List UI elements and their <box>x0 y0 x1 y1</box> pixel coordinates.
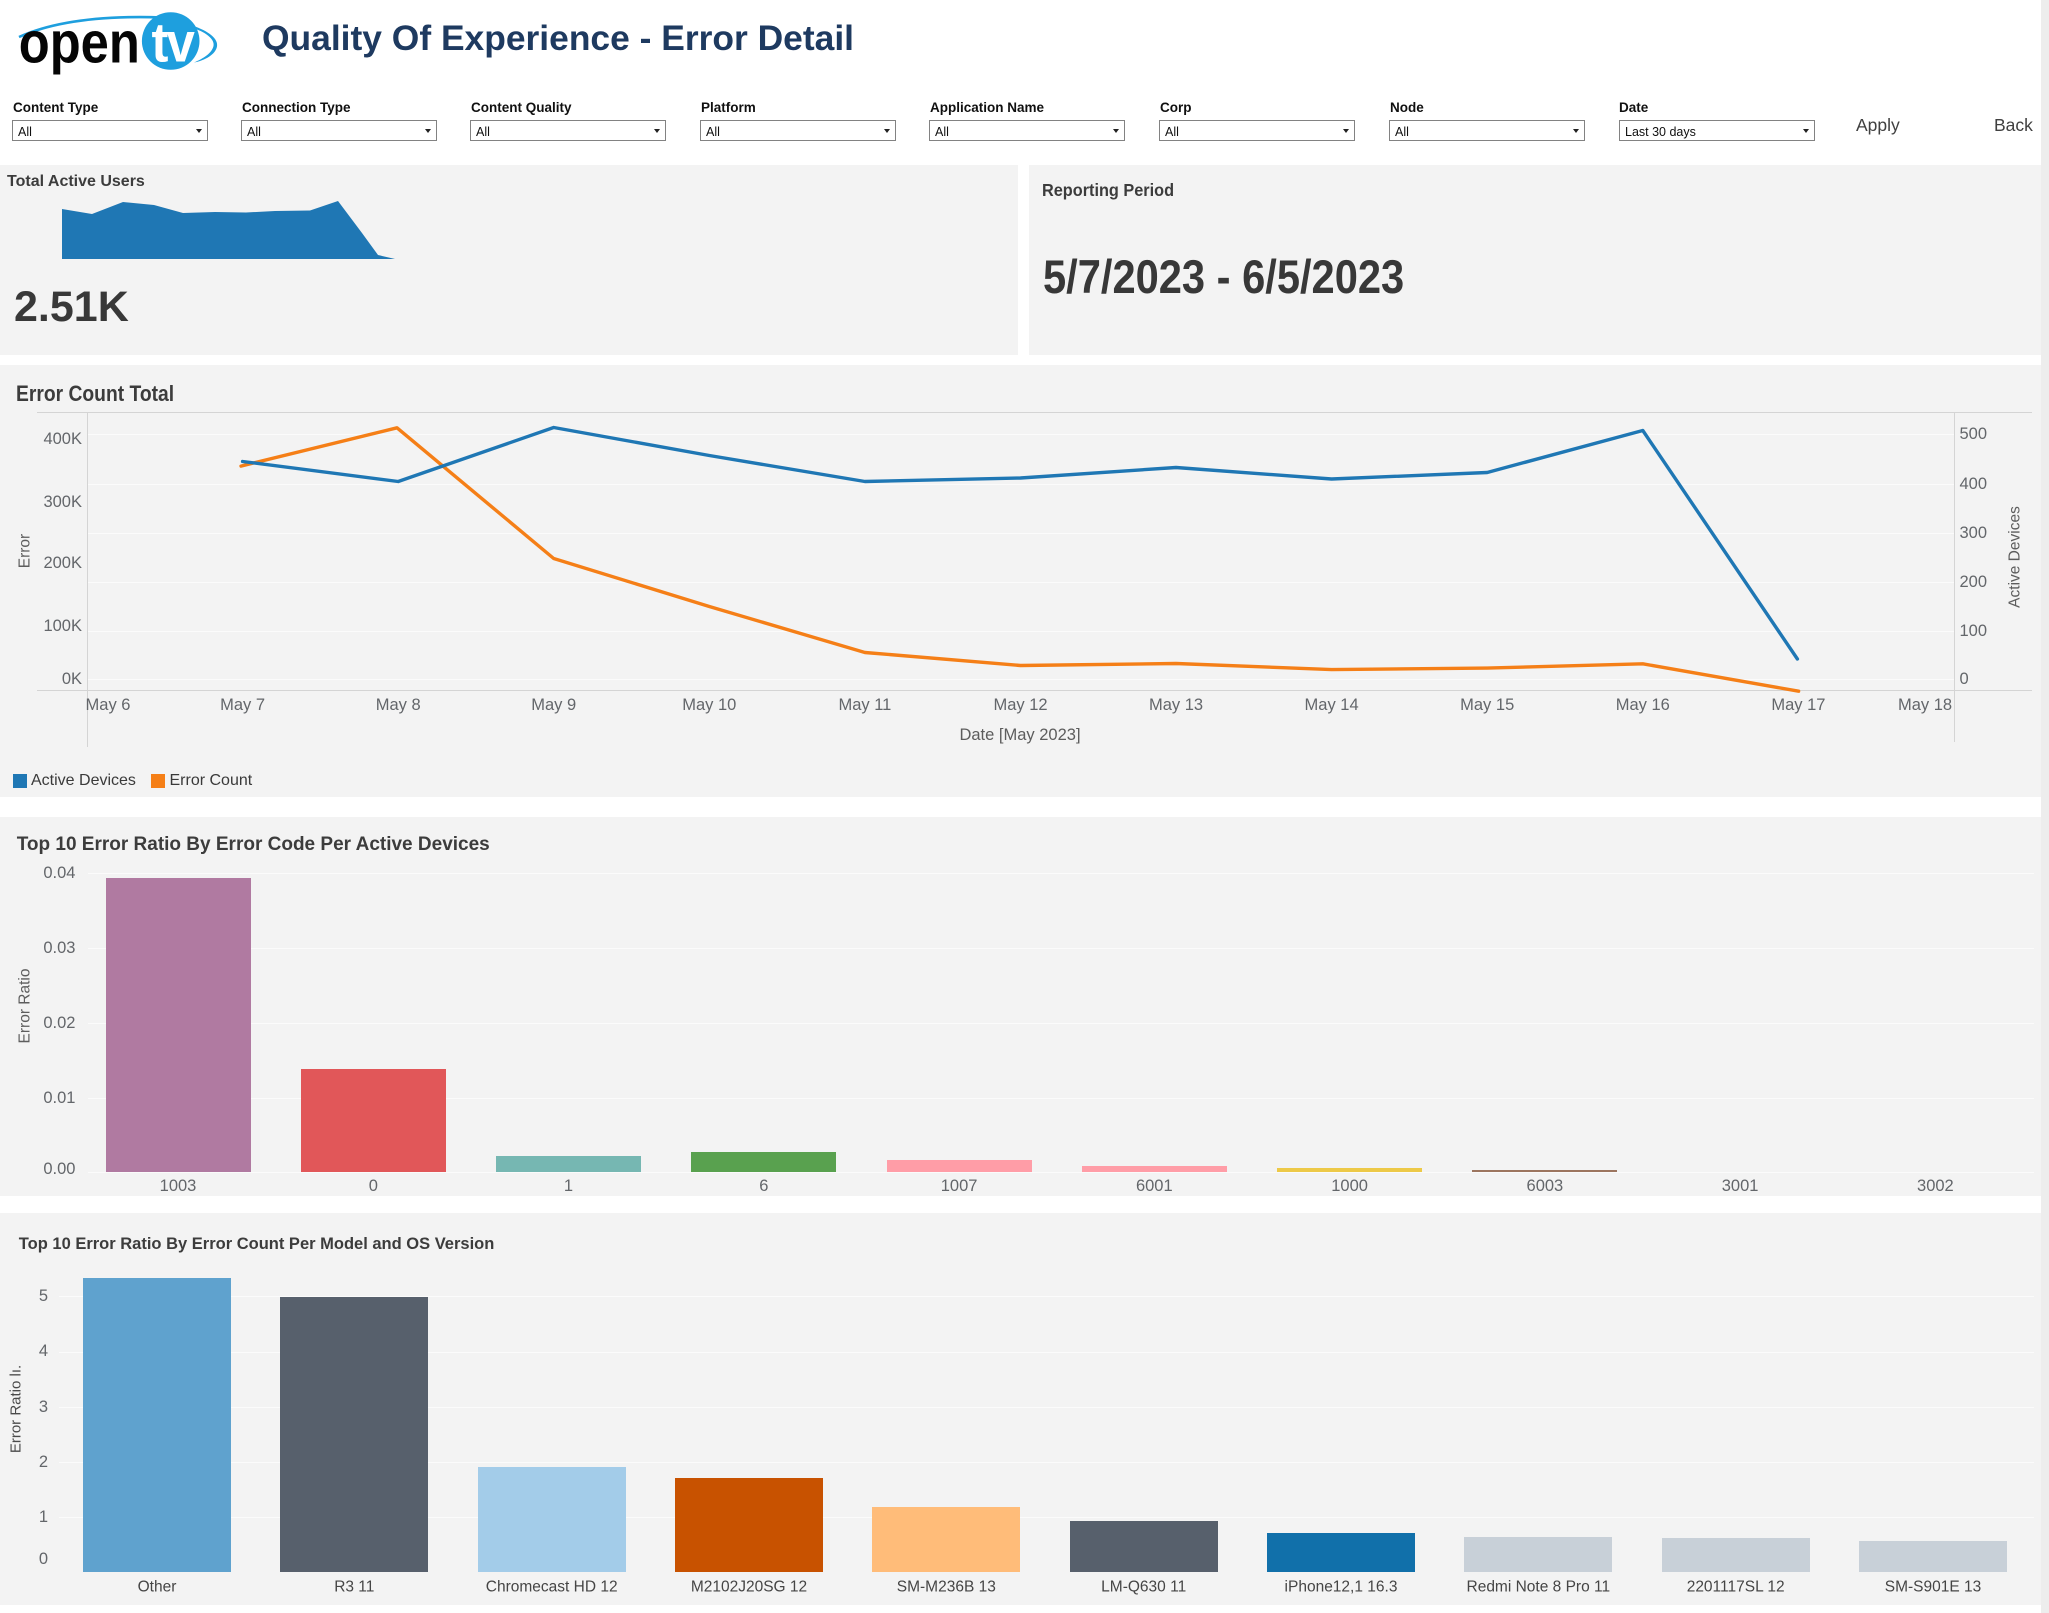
svg-text:tv: tv <box>152 11 195 74</box>
svg-text:open: open <box>19 11 140 76</box>
